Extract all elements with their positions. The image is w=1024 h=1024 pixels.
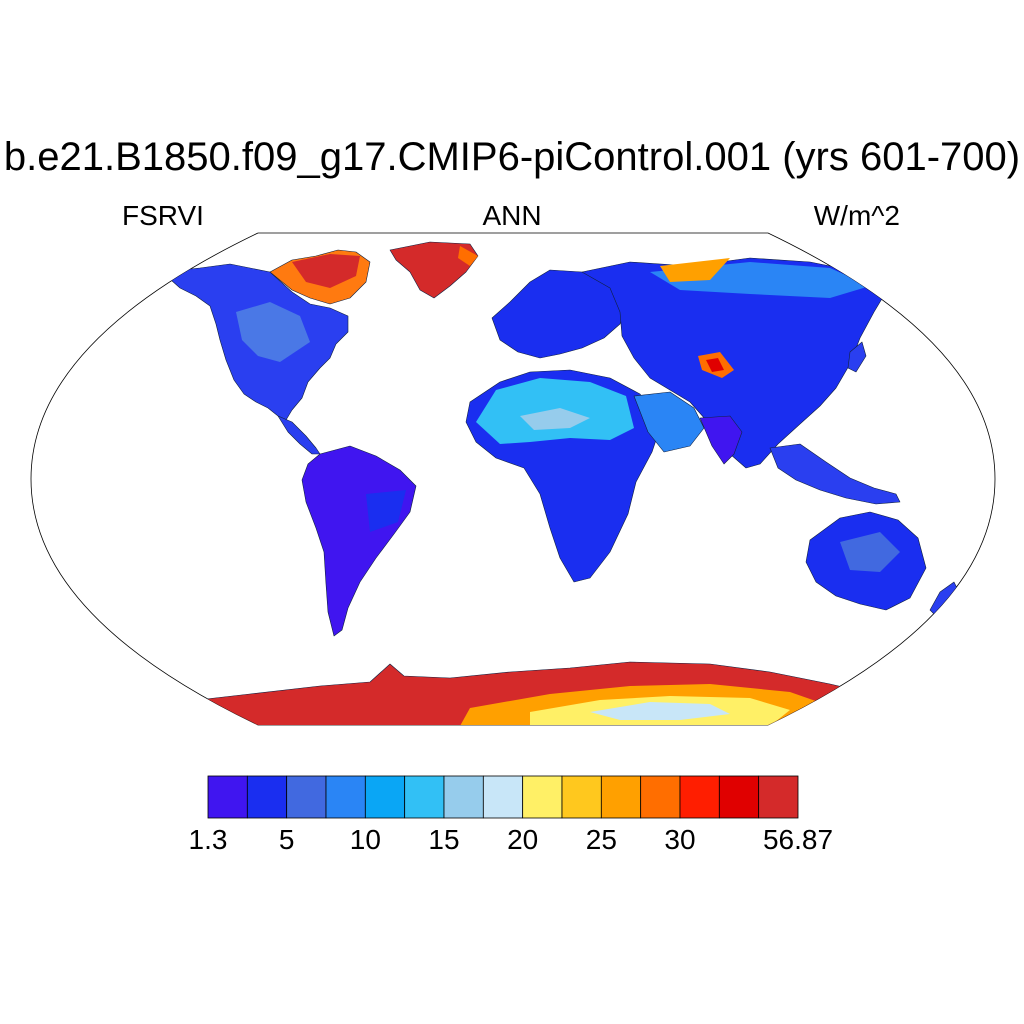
antarctica-plateau-core [590, 702, 730, 720]
canadian-arctic-ice [292, 254, 360, 288]
colorbar-swatch [325, 775, 366, 819]
colorbar-swatch [364, 775, 406, 819]
india-landmass [699, 415, 743, 465]
north-america-highlands [236, 302, 310, 362]
colorbar-swatch [561, 775, 602, 819]
japan-landmass [847, 341, 867, 373]
colorbar-swatch [640, 775, 681, 819]
colorbar-tick-label: 25 [585, 824, 617, 855]
colorbar [207, 775, 799, 819]
variable-label: FSRVI [122, 200, 204, 231]
arctic-coast-high [660, 258, 730, 282]
sahara-core [520, 408, 590, 430]
australia-interior [840, 532, 900, 572]
colorbar-tick-label: 30 [664, 824, 696, 855]
asia-landmass [581, 257, 887, 469]
tibet-peak [706, 358, 724, 372]
world-map [30, 232, 996, 726]
colorbar-swatch [207, 775, 248, 819]
colorbar-tick-label: 1.3 [188, 824, 228, 855]
colorbar-swatch [758, 775, 799, 819]
colorbar-swatch [246, 775, 288, 819]
colorbar-tick-label: 20 [507, 824, 539, 855]
colorbar-swatch [286, 775, 327, 819]
season-label: ANN [482, 200, 542, 231]
colorbar-tick-label: 56.87 [762, 824, 834, 855]
greenland-edge [458, 246, 478, 266]
colorbar-swatch [443, 775, 484, 819]
southeast-asia-landmass [769, 443, 901, 505]
colorbar-swatch [600, 775, 642, 819]
arabia-landmass [633, 391, 705, 453]
colorbar-swatch [404, 775, 445, 819]
colorbar-tick-label: 5 [278, 824, 295, 855]
plot-title: b.e21.B1850.f09_g17.CMIP6-piControl.001 … [3, 135, 1021, 179]
colorbar-swatch [718, 775, 760, 819]
colorbar-swatch [522, 775, 563, 819]
colorbar-swatch [679, 775, 720, 819]
colorbar-swatch [482, 775, 524, 819]
south-america-east [366, 490, 406, 532]
units-label: W/m^2 [813, 200, 900, 231]
greenland-landmass [389, 241, 479, 299]
europe-landmass [491, 269, 627, 359]
colorbar-tick-label: 15 [428, 824, 460, 855]
colorbar-tick-label: 10 [349, 824, 381, 855]
